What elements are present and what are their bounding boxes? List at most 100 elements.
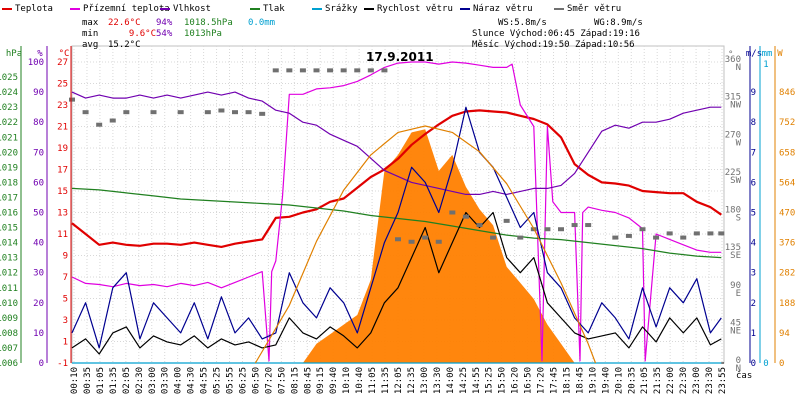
series-7-dot — [612, 235, 619, 240]
axis-tick-pct: 50 — [33, 209, 44, 219]
axis-tick-ms: 2 — [751, 299, 756, 309]
legend-label: Směr větru — [567, 4, 622, 14]
axis-label-ms: m/s — [746, 49, 762, 59]
axis-tick-mm: 0 — [763, 359, 768, 369]
legend-swatch — [312, 7, 322, 10]
dir-tick-value: 45 — [730, 318, 741, 328]
axis-tick-w: 470 — [779, 209, 795, 219]
axis-tick-pct: 30 — [33, 269, 44, 279]
axis-tick-hpa: 1013 — [0, 254, 18, 264]
wind-sun-block: WS:5.8m/s WG:8.9m/s Slunce Východ:06:45 Z… — [472, 18, 643, 51]
x-tick-label: 09:15 — [316, 367, 326, 394]
x-tick-label: 21:35 — [653, 367, 663, 394]
legend-swatch — [2, 7, 12, 10]
x-tick-label: 08:45 — [303, 367, 313, 394]
series-7-dot — [381, 68, 388, 73]
series-7-dot — [625, 233, 632, 238]
series-7-dot — [218, 108, 225, 113]
series-7-dot — [639, 227, 646, 232]
axis-tick-hpa: 1016 — [0, 209, 18, 219]
series-7-dot — [177, 110, 184, 115]
x-tick-label: 19:40 — [601, 367, 611, 394]
x-tick-label: 07:50 — [277, 367, 287, 394]
series-7-dot — [718, 231, 725, 236]
axis-tick-c: 3 — [63, 316, 68, 326]
axis-tick-c: 27 — [57, 58, 68, 68]
axis-tick-hpa: 1011 — [0, 284, 18, 294]
stats-min-label: min — [82, 29, 99, 39]
x-tick-label: 11:05 — [368, 367, 378, 394]
axis-tick-mm: 1 — [763, 60, 768, 70]
x-tick-label: 10:40 — [355, 367, 365, 394]
series-6-line — [71, 106, 722, 349]
x-tick-label: 02:05 — [122, 367, 132, 394]
series-7-dot — [585, 223, 592, 228]
series-7-dot — [109, 118, 116, 123]
dir-tick-value: 0 — [736, 356, 741, 366]
x-tick-label: 00:35 — [83, 367, 93, 394]
series-7-dot — [476, 223, 483, 228]
axis-tick-c: 11 — [57, 230, 68, 240]
axis-tick-pct: 40 — [33, 239, 44, 249]
legend-label: Rychlost větru — [377, 4, 453, 14]
legend-label: Vlhkost — [173, 4, 211, 14]
dir-tick-value: 360 — [725, 55, 741, 65]
axis-tick-hpa: 1015 — [0, 224, 18, 234]
x-tick-label: 16:20 — [511, 367, 521, 394]
x-tick-label: 09:40 — [329, 367, 339, 394]
legend-item: Směr větru — [554, 4, 621, 14]
sun-times: Slunce Východ:06:45 Západ:19:16 — [472, 29, 640, 39]
x-tick-label: 14:25 — [459, 367, 469, 394]
x-tick-label: 12:05 — [394, 367, 404, 394]
series-7-dot — [232, 110, 238, 115]
series-7-dot — [340, 68, 347, 73]
x-tick-label: 05:25 — [213, 367, 223, 394]
x-tick-label: 17:20 — [537, 367, 547, 394]
x-tick-label: 12:35 — [407, 367, 417, 394]
series-7-dot — [666, 231, 673, 236]
axis-tick-c: 17 — [57, 166, 68, 176]
axis-tick-ms: 6 — [751, 178, 756, 188]
x-tick-label: 01:35 — [109, 367, 119, 394]
x-tick-label: 04:55 — [200, 367, 210, 394]
axis-tick-c: 15 — [57, 187, 68, 197]
series-7-dot — [544, 227, 551, 232]
axis-tick-pct: 80 — [33, 118, 44, 128]
chart-title: 17.9.2011 — [366, 50, 434, 64]
axis-tick-c: 25 — [57, 80, 68, 90]
legend-item: Tlak — [250, 4, 285, 14]
series-7-dot — [354, 68, 361, 73]
axis-tick-ms: 8 — [751, 118, 756, 128]
series-7-dot — [367, 68, 374, 73]
series-7-dot — [490, 235, 497, 240]
series-7-dot — [150, 110, 157, 115]
axis-tick-hpa: 1022 — [0, 118, 18, 128]
series-7-dot — [707, 231, 714, 236]
x-tick-label: 03:00 — [148, 367, 158, 394]
axis-tick-hpa: 1014 — [0, 239, 18, 249]
x-tick-label: 14:00 — [446, 367, 456, 394]
axis-tick-pct: 100 — [28, 58, 44, 68]
x-tick-label: 01:05 — [96, 367, 106, 394]
axis-tick-w: 564 — [779, 178, 795, 188]
axis-tick-c: 7 — [63, 273, 68, 283]
axes-layer: 00:10 00:35 01:05 01:35 02:05 02:30 03:00 03:30… — [0, 46, 795, 394]
x-tick-label: 13:30 — [433, 367, 443, 394]
axis-tick-c: 23 — [57, 101, 68, 111]
legend-item: Vlhkost — [160, 4, 211, 14]
series-layer — [69, 61, 725, 364]
dir-tick-name: NE — [730, 326, 741, 336]
axis-tick-w: 0 — [779, 359, 784, 369]
x-tick-label: 15:50 — [498, 367, 508, 394]
axis-tick-pct: 10 — [33, 329, 44, 339]
x-tick-label: 06:25 — [238, 367, 248, 394]
stats-block: max 22.6°C 94% 1018.5hPa 0.0mm min 9.6°C54% 10… — [82, 18, 275, 51]
axis-tick-c: 9 — [63, 252, 68, 262]
x-tick-label: 04:00 — [174, 367, 184, 394]
axis-tick-w: 846 — [779, 88, 795, 98]
series-7-dot — [69, 97, 75, 102]
legend-item: Rychlost větru — [364, 4, 453, 14]
dir-tick-value: 270 — [725, 130, 741, 140]
stats-avg-label: avg — [82, 40, 99, 50]
